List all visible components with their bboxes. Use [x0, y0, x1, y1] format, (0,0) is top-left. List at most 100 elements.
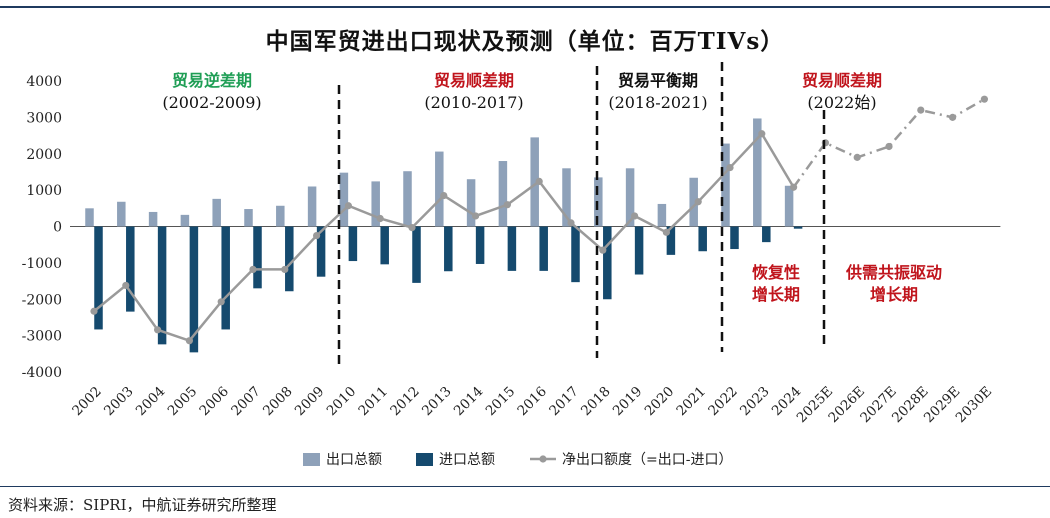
export-bar — [148, 211, 158, 227]
top-rule — [0, 6, 1050, 8]
y-tick-label: 1000 — [26, 183, 62, 199]
net-point — [503, 201, 511, 209]
import-bar — [412, 226, 421, 283]
x-tick-label: 2019 — [610, 384, 646, 420]
net-point — [694, 198, 702, 206]
phase-label: 增长期 — [752, 285, 800, 304]
x-tick-label: 2013 — [419, 384, 455, 420]
import-bar — [380, 226, 389, 265]
period-years: (2002-2009) — [162, 93, 261, 112]
net-point — [853, 153, 861, 161]
import-bar — [444, 226, 453, 272]
x-tick-label: 2005 — [165, 384, 201, 420]
x-tick-label: 2022 — [705, 384, 741, 420]
legend-marker-net — [539, 455, 547, 463]
x-tick-label: 2020 — [642, 384, 678, 420]
import-bar — [475, 226, 485, 264]
phase-label: 恢复性 — [752, 263, 800, 282]
net-point — [885, 142, 893, 151]
export-bar — [466, 179, 476, 227]
import-bar — [666, 226, 676, 255]
source-note: 资料来源：SIPRI，中航证券研究所整理 — [8, 496, 277, 514]
net-point — [949, 113, 957, 121]
net-point — [281, 265, 289, 274]
import-bar — [126, 226, 135, 312]
import-bar — [571, 226, 580, 283]
x-tick-label: 2012 — [387, 384, 423, 420]
import-bar — [285, 226, 294, 292]
net-point — [662, 228, 671, 236]
export-bar — [180, 214, 190, 227]
net-line-actual — [93, 131, 795, 343]
import-bar — [94, 226, 103, 330]
y-tick-label: -1000 — [22, 256, 62, 272]
net-point — [567, 219, 575, 227]
y-tick-label: -4000 — [22, 365, 62, 381]
x-tick-label: 2015 — [483, 384, 519, 420]
x-tick-label: 2018 — [578, 384, 614, 420]
export-bar — [594, 177, 603, 227]
import-bar — [634, 226, 644, 275]
net-point — [917, 106, 925, 114]
export-bar — [85, 208, 94, 227]
net-point — [535, 177, 543, 185]
export-bar — [562, 168, 571, 227]
legend-label-export: 出口总额 — [326, 452, 382, 468]
period-years: (2010-2017) — [424, 93, 523, 112]
net-point — [599, 246, 607, 254]
export-bar — [721, 143, 730, 227]
x-tick-label: 2009 — [292, 384, 328, 420]
net-point — [726, 163, 734, 172]
export-bar — [498, 161, 508, 227]
net-point — [154, 326, 162, 334]
net-point — [249, 265, 257, 274]
x-tick-label: 2011 — [355, 384, 391, 420]
y-tick-label: -3000 — [22, 329, 62, 345]
import-bar — [507, 226, 517, 271]
net-point — [408, 223, 416, 232]
import-bar — [157, 226, 167, 345]
net-point — [122, 281, 130, 290]
period-label: 贸易逆差期 — [172, 71, 252, 90]
y-tick-label: 3000 — [26, 110, 62, 126]
x-tick-label: 2017 — [546, 384, 582, 420]
net-point — [758, 130, 766, 138]
chart-title: 中国军贸进出口现状及预测（单位：百万TIVs） — [265, 28, 785, 55]
import-bar — [698, 226, 707, 252]
x-tick-label: 2003 — [101, 384, 137, 420]
y-tick-label: 2000 — [26, 147, 62, 163]
x-tick-label: 2006 — [196, 384, 232, 420]
export-bar — [339, 172, 349, 227]
period-years: (2018-2021) — [608, 93, 707, 112]
import-bar — [603, 226, 612, 300]
y-tick-label: -2000 — [22, 292, 62, 308]
export-bar — [530, 137, 539, 227]
net-point — [472, 212, 480, 220]
export-bar — [117, 201, 126, 227]
legend-swatch-import — [416, 453, 433, 466]
phase-label: 增长期 — [870, 285, 918, 304]
import-bar — [793, 226, 803, 229]
import-bar — [762, 226, 771, 243]
net-point — [631, 212, 639, 220]
x-tick-label: 2007 — [228, 384, 264, 420]
bottom-rule — [0, 486, 1050, 487]
x-tick-label: 2021 — [673, 384, 709, 420]
x-tick-label: 2008 — [260, 384, 296, 420]
x-tick-label: 2016 — [514, 384, 550, 420]
export-bar — [276, 205, 285, 227]
net-point — [90, 307, 98, 315]
import-bar — [221, 226, 230, 330]
legend-swatch-export — [303, 453, 320, 466]
x-tick-label: 2010 — [324, 384, 360, 420]
legend-label-import: 进口总额 — [439, 452, 495, 468]
net-point — [217, 298, 225, 306]
x-tick-label: 2030E — [953, 384, 996, 427]
net-point — [980, 95, 989, 103]
period-label: 贸易平衡期 — [618, 71, 698, 90]
x-tick-label: 2002 — [69, 384, 105, 420]
export-bar — [784, 185, 794, 227]
import-bar — [253, 226, 262, 289]
y-tick-label: 0 — [53, 220, 62, 236]
